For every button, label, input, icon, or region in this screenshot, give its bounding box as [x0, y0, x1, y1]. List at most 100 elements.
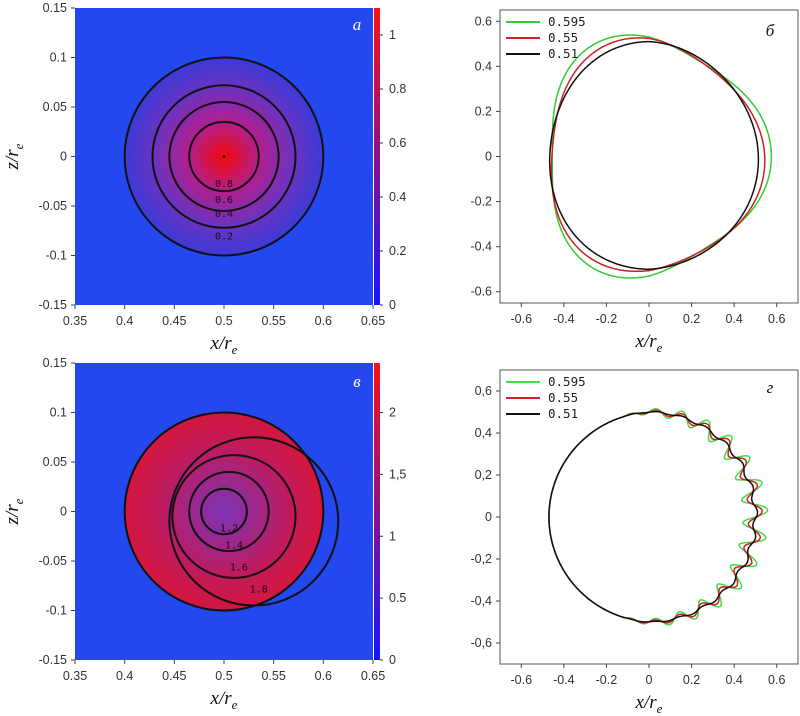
x-tick-label: 0.35: [63, 314, 87, 328]
colorbar-tick-label: 0: [389, 653, 396, 667]
contour-label: 0.6: [215, 195, 233, 206]
panel-a: 0.8 0.6 0.4 0.2 0 0.2 0.4 0.6 0.8 1 0.35 0.4 0.45 0.5…: [2, 1, 406, 357]
panel-letter: а: [353, 15, 362, 34]
x-tick-label: 0.35: [63, 669, 87, 683]
y-tick-label: 0.1: [50, 406, 67, 420]
x-tick-label: -0.2: [596, 673, 618, 687]
y-tick-label: 0,4: [475, 426, 492, 440]
contour-line: [168, 101, 280, 212]
colorbar-tick-label: 0.6: [389, 136, 406, 150]
x-tick-label: 0: [646, 312, 653, 326]
y-axis-label: z/re: [2, 498, 26, 525]
colorbar: [374, 8, 380, 305]
y-tick-label: 0.15: [43, 1, 67, 15]
panel-letter: в: [353, 372, 361, 391]
x-tick-label: 0.4: [116, 314, 133, 328]
x-tick-label: 0.45: [162, 314, 186, 328]
y-tick-label: 0.2: [475, 104, 492, 118]
contours: [168, 436, 340, 607]
contour-label: 1.2: [220, 524, 238, 535]
y-tick-label: 0: [485, 150, 492, 164]
contour-label: 1.4: [225, 541, 243, 552]
contours: [151, 84, 297, 229]
y-tick-label: 0: [485, 510, 492, 524]
contour-line: [168, 436, 340, 607]
colorbar-tick-label: 1: [389, 529, 396, 543]
y-axis-label: z/re: [2, 143, 26, 170]
colorbar: [374, 363, 380, 660]
x-tick-label: 0.4: [725, 312, 742, 326]
series-line-0.51: [548, 410, 759, 623]
contour-line: [151, 84, 297, 229]
series-line-0.55: [550, 37, 766, 273]
colorbar-tick-label: 1,5: [389, 467, 406, 481]
x-tick-label: -0.6: [511, 673, 533, 687]
panel-letter: г: [767, 378, 774, 397]
y-tick-label: -0.1: [45, 604, 67, 618]
y-tick-label: -0.2: [470, 195, 492, 209]
x-tick-label: 0.6: [315, 669, 332, 683]
x-tick-label: -0.4: [553, 312, 575, 326]
y-tick-label: 0.1: [50, 51, 67, 65]
x-tick-label: -0.6: [511, 312, 533, 326]
y-tick-label: 0.4: [475, 59, 492, 73]
x-tick-label: 0.6: [315, 314, 332, 328]
y-tick-label: 0.6: [475, 14, 492, 28]
y-tick-label: -0,2: [470, 552, 492, 566]
plot-frame: [499, 9, 799, 304]
x-tick-label: 0.65: [361, 314, 385, 328]
y-tick-label: 0: [60, 150, 67, 164]
y-tick-label: 0.05: [43, 100, 67, 114]
x-tick-label: -0.2: [596, 312, 618, 326]
x-tick-label: 0.6: [768, 312, 785, 326]
contour-label: 0.4: [215, 209, 233, 220]
y-tick-label: -0.6: [470, 285, 492, 299]
y-tick-label: 0: [60, 505, 67, 519]
contour-label: 0.8: [215, 179, 233, 190]
y-tick-label: -0.4: [470, 240, 492, 254]
panel-c: 1.2 1.4 1.61.8 0 0.5 1 1,5 2 0.35 0.4 0.45 0.5 0.55 0…: [2, 356, 406, 712]
y-tick-label: -0.1: [45, 249, 67, 263]
colorbar-tick-label: 1: [389, 28, 396, 42]
legend-label: 0.595: [548, 374, 586, 389]
colorbar-tick-label: 0: [389, 298, 396, 312]
contour-label: 1.6: [230, 562, 248, 573]
series-line-0.51: [548, 40, 760, 270]
colorbar-tick-label: 0.5: [389, 591, 406, 605]
contour-label: 0.2: [215, 232, 233, 243]
x-tick-label: 0.55: [261, 314, 285, 328]
y-tick-label: -0,6: [470, 636, 492, 650]
legend-label: 0.55: [548, 30, 578, 45]
contour-line: [188, 470, 270, 553]
x-tick-label: 0.55: [261, 669, 285, 683]
x-tick-label: -0.4: [553, 673, 575, 687]
contour-line: [171, 454, 297, 579]
series-lines: [548, 408, 769, 626]
y-tick-label: -0.05: [39, 554, 68, 568]
y-tick-label: -0,4: [470, 594, 492, 608]
x-tick-label: 0.65: [361, 669, 385, 683]
x-axis-label: x/re: [635, 331, 663, 355]
x-tick-label: 0.2: [683, 673, 700, 687]
x-tick-label: 0.5: [215, 669, 232, 683]
x-axis-label: x/re: [635, 692, 663, 716]
y-tick-label: -0.15: [39, 298, 68, 312]
x-tick-label: 0.5: [215, 314, 232, 328]
contour-line: [188, 120, 260, 193]
y-tick-label: 0.05: [43, 455, 67, 469]
legend-label: 0.51: [548, 406, 578, 421]
x-tick-label: 0.45: [162, 669, 186, 683]
x-tick-label: 0.6: [768, 673, 785, 687]
colorbar-tick-label: 2: [389, 406, 396, 420]
y-tick-label: -0.15: [39, 653, 68, 667]
x-tick-label: 0.4: [116, 669, 133, 683]
y-tick-label: 0.15: [43, 356, 67, 370]
x-tick-label: 0.2: [683, 312, 700, 326]
contour-line: [200, 487, 248, 536]
colorbar-tick-label: 0.4: [389, 190, 406, 204]
series-lines: [548, 34, 773, 279]
legend-label: 0.51: [548, 46, 578, 61]
